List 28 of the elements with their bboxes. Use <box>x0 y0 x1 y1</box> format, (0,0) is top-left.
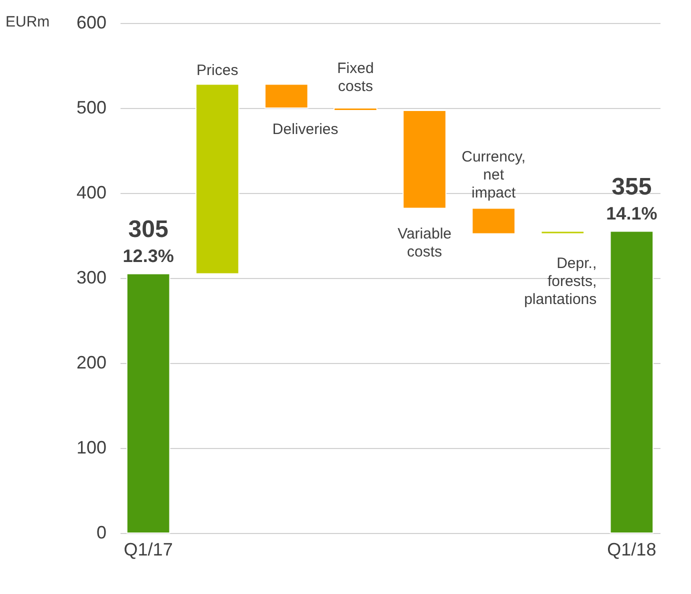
y-tick-label: 500 <box>76 98 106 118</box>
bar <box>540 230 585 234</box>
y-tick-label: 400 <box>76 182 106 202</box>
x-tick-label: Fixed costs <box>337 60 374 95</box>
y-tick-label: 600 <box>76 12 106 32</box>
bar <box>126 273 170 534</box>
x-tick-label: Variable costs <box>398 225 452 260</box>
y-tick-label: 300 <box>76 268 106 288</box>
annotation: 14.1% <box>606 203 658 224</box>
x-tick-label: Deliveries <box>272 121 338 138</box>
x-tick-label: Currency, net impact <box>462 148 526 202</box>
y-tick-label: 0 <box>96 522 106 542</box>
x-tick-label: Depr., forests, plantations <box>524 254 597 308</box>
bar <box>264 84 308 108</box>
data-label: 355 <box>612 173 652 200</box>
data-label: 305 <box>128 216 168 243</box>
y-tick-label: 200 <box>76 352 106 372</box>
bar <box>402 110 446 209</box>
annotation: 12.3% <box>122 246 174 266</box>
bar <box>334 108 378 112</box>
bar <box>472 208 516 234</box>
bar <box>610 230 654 534</box>
x-tick-label: Prices <box>196 62 238 80</box>
x-tick-label: Q1/17 <box>124 540 173 560</box>
y-axis-title: EURm <box>6 14 50 30</box>
bar <box>195 84 240 274</box>
x-tick-label: Q1/18 <box>607 540 656 560</box>
y-tick-label: 100 <box>76 438 106 458</box>
